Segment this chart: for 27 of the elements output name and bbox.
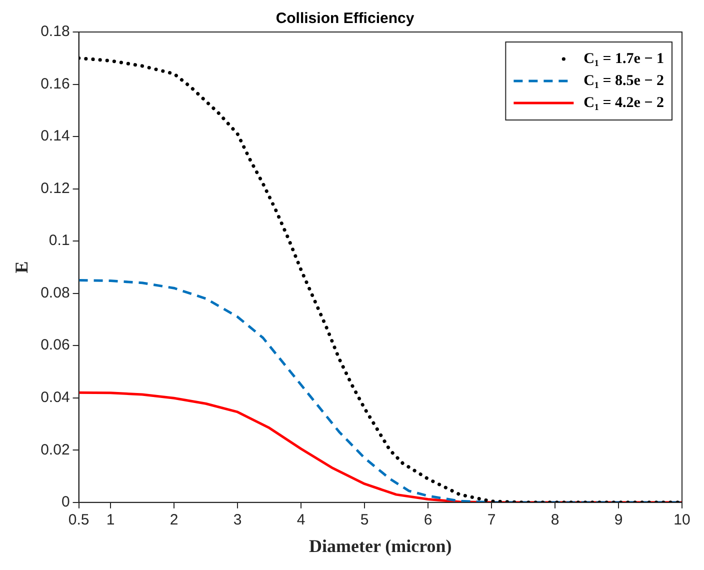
x-tick-label: 7	[487, 512, 496, 529]
x-tick-label: 2	[170, 512, 178, 529]
y-tick-label: 0.18	[40, 23, 70, 40]
x-tick-label: 4	[296, 512, 306, 529]
chart-title: Collision Efficiency	[276, 10, 415, 28]
y-tick-label: 0.06	[40, 336, 70, 354]
x-tick-label: 1	[106, 512, 115, 529]
y-axis-title: E	[11, 261, 32, 274]
x-tick-label: 10	[674, 512, 690, 529]
y-tick-label: 0	[61, 494, 70, 511]
y-tick-label: 0.14	[40, 128, 70, 145]
legend-label: C₁ = 4.2e − 2	[584, 94, 664, 111]
y-tick-label: 0.02	[40, 441, 70, 458]
y-tick-label: 0.1	[48, 232, 70, 250]
x-tick-label: 0.5	[68, 512, 90, 529]
y-tick-label: 0.04	[40, 389, 70, 406]
x-tick-label: 3	[233, 512, 242, 529]
x-tick-label: 8	[550, 512, 560, 529]
legend-label: C₁ = 1.7e − 1	[584, 50, 664, 67]
x-tick-label: 6	[424, 512, 432, 529]
y-tick-label: 0.16	[40, 75, 70, 92]
x-tick-label: 5	[360, 512, 369, 529]
x-axis-title: Diameter (micron)	[309, 536, 452, 556]
legend-label: C₁ = 8.5e − 2	[584, 72, 664, 89]
x-tick-label: 9	[614, 512, 623, 529]
y-tick-label: 0.12	[40, 180, 70, 197]
y-tick-label: 0.08	[40, 284, 70, 302]
